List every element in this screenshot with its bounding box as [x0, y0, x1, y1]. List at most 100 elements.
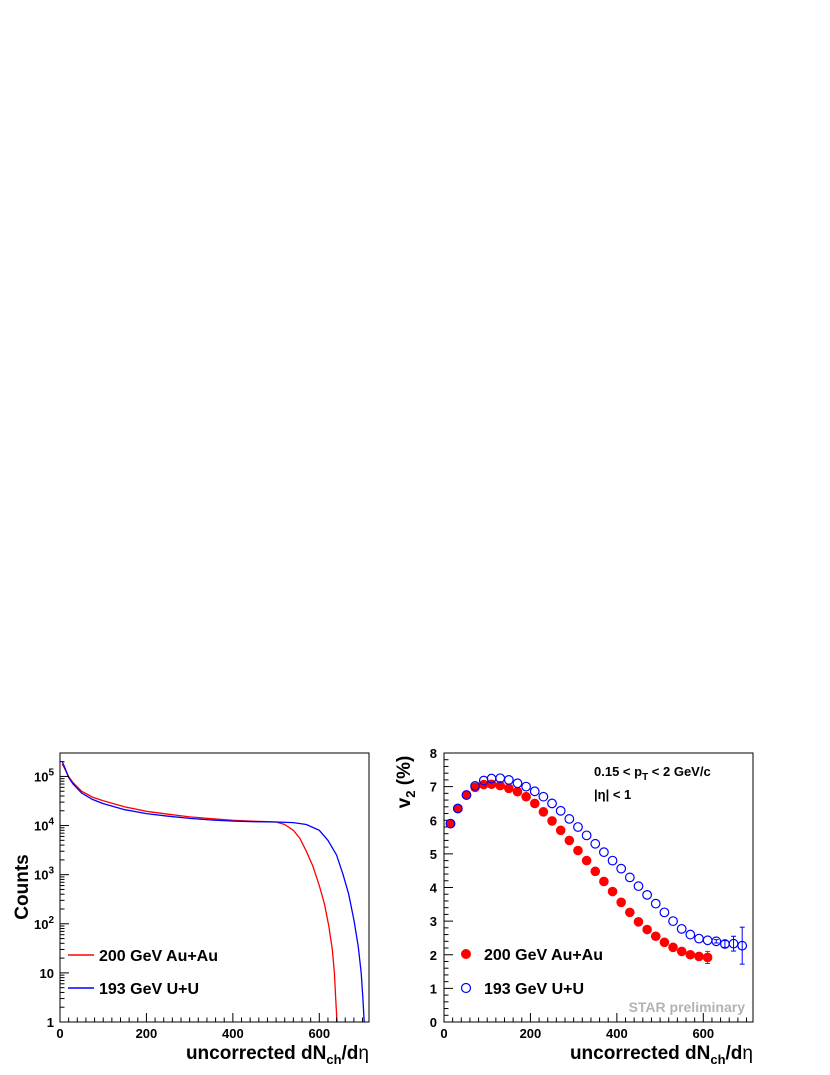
right-point-uu: [555, 805, 566, 816]
right-point-uu: [642, 889, 653, 900]
right-y-tick-label: 3: [430, 914, 437, 929]
annotation-pt-range: 0.15 < pT < 2 GeV/c: [594, 764, 711, 783]
left-y-tick-label: 102: [34, 915, 54, 932]
right-point-uu: [659, 907, 670, 918]
right-point-auau: [445, 818, 456, 829]
right-ylabel-v: v: [394, 797, 415, 808]
left-series-line-1: [61, 761, 365, 1023]
left-y-tick-exp: 4: [48, 817, 54, 828]
right-xlabel-sub: ch: [710, 1052, 725, 1067]
annotation-pt-a: 0.15 < p: [594, 764, 642, 779]
right-y-tick-label: 4: [430, 881, 438, 896]
right-point-auau: [650, 931, 661, 942]
right-legend: 200 GeV Au+Au 193 GeV U+U: [460, 947, 603, 998]
left-y-tick-base: 10: [34, 917, 48, 932]
left-y-tick-base: 10: [40, 966, 54, 981]
right-point-auau: [504, 783, 514, 794]
right-point-auau: [453, 803, 463, 814]
right-point-auau: [590, 866, 601, 877]
left-y-tick-label: 10: [40, 966, 54, 981]
left-y-tick-exp: 5: [48, 767, 54, 778]
right-point-uu: [711, 936, 722, 947]
right-y-tick-label: 7: [430, 780, 437, 795]
right-points: [445, 773, 748, 965]
right-point-auau: [529, 798, 540, 809]
right-ylabel-unit: (%): [394, 756, 415, 791]
left-x-tick-label: 200: [136, 1026, 158, 1041]
left-y-tick-label: 105: [34, 767, 54, 784]
right-legend-marker-uu: [460, 982, 472, 994]
right-y-axis-title: v2 (%): [394, 756, 418, 809]
right-x-tick-label: 0: [440, 1026, 447, 1041]
right-point-uu: [452, 803, 463, 814]
right-point-uu: [685, 929, 696, 940]
right-y-tick-label: 2: [430, 948, 437, 963]
right-point-auau: [607, 886, 618, 897]
left-y-tick-label: 1: [47, 1015, 54, 1030]
left-xlabel-sub: ch: [326, 1052, 341, 1067]
right-point-uu: [461, 790, 472, 800]
right-point-uu: [590, 838, 601, 849]
right-y-tick-label: 8: [430, 746, 437, 761]
right-y-ticks: 0 1 2 3 4 5 6 7 8: [430, 746, 453, 1030]
right-point-auau: [521, 791, 531, 802]
right-point-auau: [555, 825, 566, 836]
right-point-auau: [685, 949, 696, 960]
right-point-uu: [599, 847, 609, 858]
annotation-eta-range: |η| < 1: [594, 787, 631, 802]
left-x-tick-label: 400: [222, 1026, 244, 1041]
left-curves: [61, 761, 365, 1023]
right-y-tick-label: 1: [430, 981, 437, 996]
right-y-tick-label: 6: [430, 813, 437, 828]
right-xlabel-slash: /d: [726, 1043, 743, 1064]
right-ylabel-sub: 2: [403, 791, 418, 798]
left-y-tick-label: 103: [34, 866, 54, 883]
right-point-auau: [616, 897, 626, 908]
right-point-uu: [529, 786, 540, 797]
right-point-uu: [650, 898, 661, 909]
right-xlabel-main: uncorrected dN: [570, 1043, 710, 1064]
right-point-uu: [512, 778, 523, 789]
left-x-ticks: 0 200 400 600: [56, 1013, 364, 1041]
right-point-uu: [607, 855, 618, 866]
right-point-uu: [538, 791, 549, 802]
right-point-auau: [659, 937, 670, 948]
right-point-auau: [694, 951, 704, 962]
right-point-uu: [573, 822, 583, 832]
right-point-uu: [694, 933, 704, 944]
right-point-auau: [642, 924, 652, 935]
right-point-auau: [573, 845, 583, 856]
right-x-tick-label: 200: [520, 1026, 542, 1041]
right-x-tick-label: 600: [692, 1026, 714, 1041]
annotation-pt-sub: T: [642, 772, 648, 783]
right-xlabel-eta: η: [742, 1043, 753, 1064]
left-y-tick-base: 10: [34, 819, 48, 834]
right-y-tick-label: 5: [430, 847, 437, 862]
right-point-uu: [521, 781, 532, 792]
left-y-tick-base: 10: [34, 769, 48, 784]
left-legend: 200 GeV Au+Au 193 GeV U+U: [68, 948, 218, 998]
left-y-tick-exp: 3: [48, 866, 54, 877]
left-x-tick-label: 0: [56, 1026, 63, 1041]
right-point-uu: [633, 881, 644, 892]
right-point-auau: [625, 907, 635, 918]
left-y-axis-title: Counts: [12, 854, 33, 919]
left-xlabel-eta: η: [358, 1043, 369, 1064]
right-point-auau: [599, 876, 609, 887]
right-point-auau: [547, 816, 557, 826]
right-point-uu: [616, 863, 627, 874]
right-point-uu: [564, 814, 575, 824]
left-legend-label-uu: 193 GeV U+U: [99, 981, 199, 998]
left-xlabel-slash: /d: [342, 1043, 359, 1064]
right-point-auau: [564, 835, 575, 846]
right-point-uu: [581, 830, 592, 841]
right-y-tick-label: 0: [430, 1015, 437, 1030]
right-point-auau: [495, 780, 505, 791]
right-legend-marker-auau: [461, 949, 471, 959]
right-point-uu: [503, 775, 514, 785]
right-point-uu: [445, 818, 456, 829]
right-point-uu: [737, 940, 748, 951]
